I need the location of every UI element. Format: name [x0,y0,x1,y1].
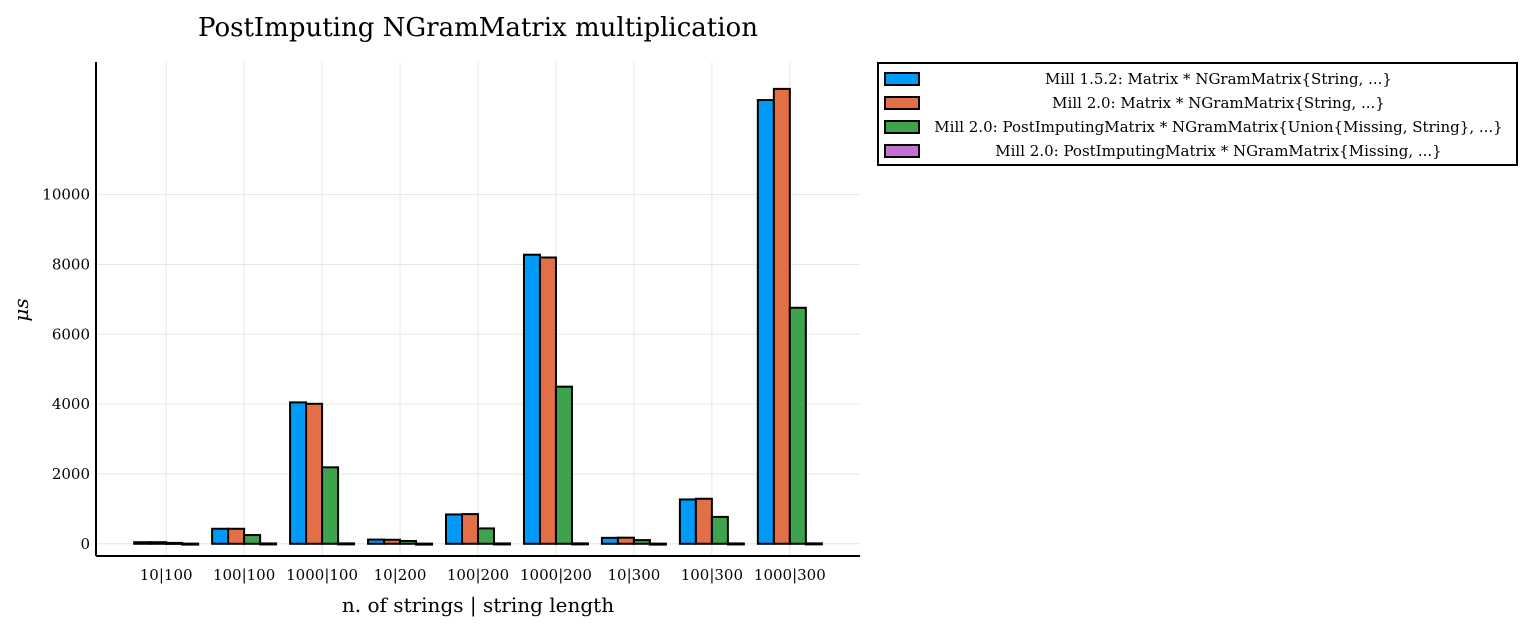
bar-2-10-200 [383,538,402,545]
bar-2-1000-200 [538,256,557,545]
bar-1-10-200 [367,538,386,545]
bar-4-10-100 [181,542,200,546]
bar-4-1000-100 [337,542,356,546]
legend-label-3: Mill 2.0: PostImputingMatrix * NGramMatr… [934,118,1502,136]
legend-swatch-3 [884,120,920,134]
bar-4-100-300 [726,542,745,546]
x-tick-label: 10|100 [140,566,193,584]
x-tick-label: 1000|200 [520,566,592,584]
bar-2-1000-100 [305,402,324,545]
y-tick-label: 4000 [52,395,90,413]
bar-3-100-100 [243,534,262,545]
bar-4-10-200 [415,542,434,546]
bar-3-1000-300 [788,306,807,545]
bar-3-100-300 [710,515,729,545]
legend: Mill 1.5.2: Matrix * NGramMatrix{String,… [877,62,1518,166]
x-tick-label: 100|300 [681,566,743,584]
bar-2-100-200 [461,513,479,545]
chart-title: PostImputing NGramMatrix multiplication [198,13,758,43]
bars [133,87,823,546]
bar-1-100-200 [445,513,463,545]
y-tick-label: 0 [80,535,90,553]
y-tick-label: 2000 [52,465,90,483]
x-tick-label: 10|200 [374,566,427,584]
legend-swatch-4 [884,144,920,158]
legend-swatch-1 [884,72,920,86]
legend-label-2: Mill 2.0: Matrix * NGramMatrix{String, .… [1052,94,1385,112]
bar-2-1000-300 [772,87,791,545]
bar-2-10-100 [149,541,168,545]
bar-4-1000-300 [804,542,823,546]
bar-4-100-100 [259,542,278,546]
bar-4-10-300 [648,542,667,546]
bar-1-100-100 [211,527,230,545]
bar-1-1000-100 [289,401,308,545]
legend-label-4: Mill 2.0: PostImputingMatrix * NGramMatr… [995,142,1441,160]
bar-2-100-300 [694,497,713,545]
bar-3-10-300 [632,539,651,545]
y-tick-label: 6000 [52,325,90,343]
y-axis-label: μs [9,298,33,321]
x-tick-labels: 10|100 100|100 1000|100 10|200 100|200 1000|2… [140,566,826,584]
bar-2-100-100 [227,527,246,545]
y-tick-labels: 0 2000 4000 6000 8000 10000 [42,186,90,553]
x-tick-label: 100|200 [447,566,509,584]
bar-1-1000-200 [522,253,541,545]
axes [95,62,860,557]
legend-box [877,62,1518,166]
bar-3-1000-200 [554,385,573,545]
bar-3-1000-100 [321,466,340,545]
bar-2-10-300 [616,536,635,545]
bar-4-100-200 [493,542,511,546]
bar-1-1000-300 [756,99,775,545]
x-axis-label: n. of strings | string length [342,593,614,618]
bar-4-1000-200 [570,542,589,546]
x-tick-label: 1000|100 [286,566,358,584]
y-tick-label: 8000 [52,255,90,273]
bar-3-10-200 [399,539,418,545]
bar-1-10-100 [133,541,152,545]
gridlines [96,62,860,556]
x-tick-label: 100|100 [213,566,275,584]
bar-3-100-200 [477,527,495,545]
bar-1-10-300 [600,536,619,545]
bar-3-10-100 [165,541,184,545]
legend-label-1: Mill 1.5.2: Matrix * NGramMatrix{String,… [1045,70,1392,88]
y-tick-label: 10000 [42,186,90,204]
x-tick-label: 10|300 [608,566,661,584]
bar-1-100-300 [678,498,697,545]
x-tick-label: 1000|300 [754,566,826,584]
legend-swatch-2 [884,96,920,110]
